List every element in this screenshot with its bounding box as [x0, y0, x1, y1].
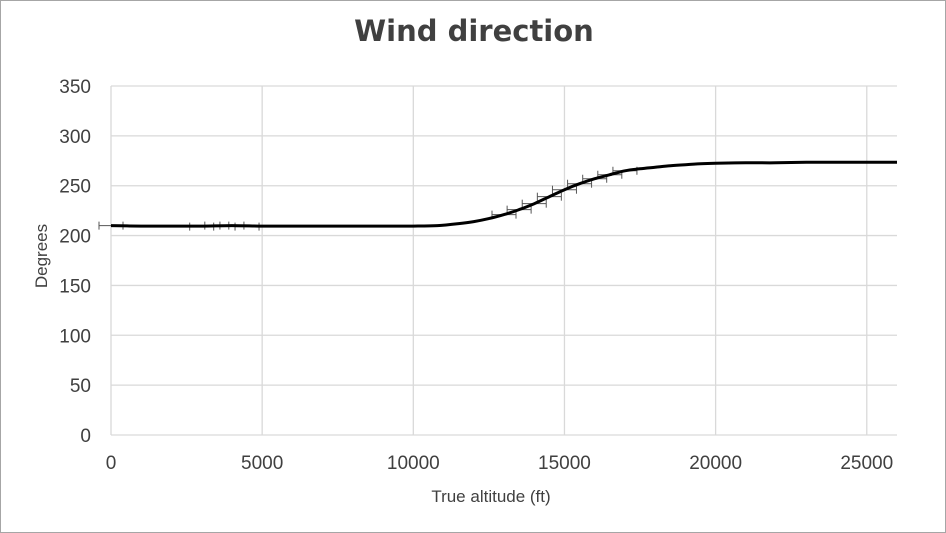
y-tick-label: 150 [59, 276, 91, 297]
y-tick-label: 0 [80, 426, 91, 447]
x-axis-title: True altitude (ft) [431, 487, 550, 506]
y-tick-label: 300 [59, 127, 91, 148]
x-tick-label: 20000 [689, 453, 742, 474]
chart-title: Wind direction [354, 14, 594, 48]
y-axis-title: Degrees [32, 224, 51, 288]
series-line [110, 160, 897, 228]
y-tick-label: 50 [70, 376, 91, 397]
y-tick-label: 200 [59, 227, 91, 248]
y-tick-label: 100 [59, 326, 91, 347]
y-tick-label: 250 [59, 177, 91, 198]
y-tick-labels: 0 50 100 150 200 250 300 350 [59, 77, 91, 447]
x-tick-labels: 0 5000 10000 15000 20000 25000 [106, 453, 893, 474]
x-tick-label: 10000 [387, 453, 440, 474]
gridlines [110, 85, 897, 436]
x-tick-label: 15000 [538, 453, 591, 474]
y-tick-label: 350 [59, 77, 91, 98]
x-tick-label: 25000 [840, 453, 893, 474]
error-bars [98, 166, 638, 231]
x-tick-label: 0 [106, 453, 117, 474]
x-tick-label: 5000 [241, 453, 283, 474]
